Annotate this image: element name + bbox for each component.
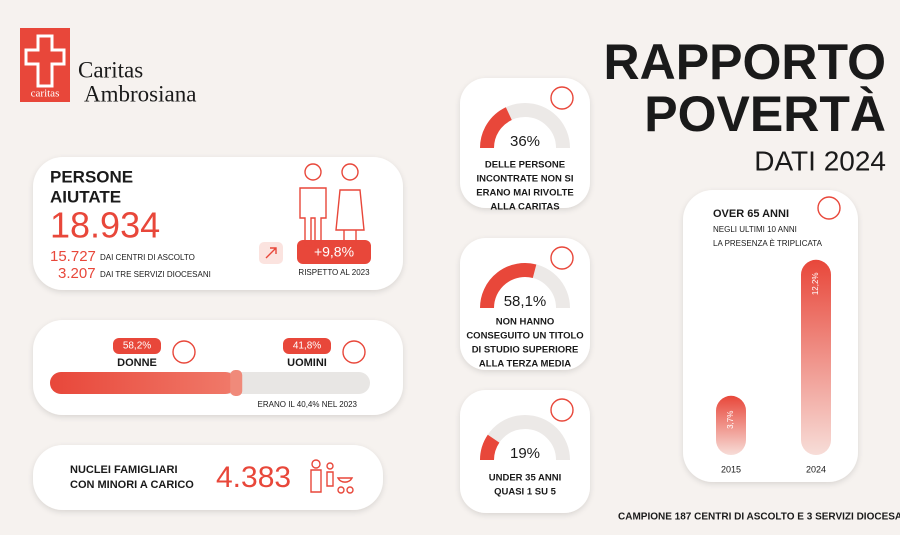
x-tick-label: 2015 <box>721 464 741 474</box>
gauge-fill <box>480 434 500 461</box>
woman-icon <box>172 340 196 364</box>
heading: AIUTATE <box>50 187 121 206</box>
card <box>460 238 590 370</box>
gauge-text: ALLA CARITAS <box>490 202 559 213</box>
footer: CAMPIONE 187 CENTRI DI ASCOLTO E 3 SERVI… <box>618 512 900 523</box>
people-icon <box>299 163 365 247</box>
bar-handle <box>230 370 243 396</box>
note: ERANO IL 40,4% NEL 2023 <box>258 400 358 409</box>
label: NUCLEI FAMIGLIARI <box>70 464 178 476</box>
gauge-fill <box>480 107 513 149</box>
logo-cross <box>24 34 66 88</box>
value-label: 3,7% <box>726 411 735 429</box>
women-bar <box>50 372 237 394</box>
badge-text: +9,8% <box>314 244 354 260</box>
label: CON MINORI A CARICO <box>70 479 194 491</box>
gauge-text: QUASI 1 SU 5 <box>494 487 556 498</box>
logo-name: Ambrosiana <box>84 81 196 106</box>
logo-label: caritas <box>31 88 60 100</box>
big-number: 18.934 <box>50 205 160 246</box>
text: NEGLI ULTIMI 10 ANNI <box>713 225 797 234</box>
face-icon <box>550 246 574 270</box>
heading: OVER 65 ANNI <box>713 208 789 220</box>
face-icon <box>817 196 841 220</box>
value-label: 12,2% <box>811 272 820 295</box>
gauge-text: CONSEGUITO UN TITOLO <box>466 331 583 342</box>
number: 15.727 <box>50 248 96 265</box>
label: UOMINI <box>287 357 327 369</box>
big-number: 4.383 <box>216 461 291 494</box>
label: DONNE <box>117 357 157 369</box>
face-icon <box>550 86 574 110</box>
text: LA PRESENZA È TRIPLICATA <box>713 239 823 248</box>
number: 3.207 <box>58 265 96 282</box>
logo-name: Caritas <box>78 57 143 82</box>
gauge-text: ERANO MAI RIVOLTE <box>476 188 573 199</box>
gauge-text: INCONTRATE NON SI <box>477 174 574 185</box>
family-icon <box>310 459 354 494</box>
x-tick-label: 2024 <box>806 464 826 474</box>
gauge-fill <box>480 263 537 309</box>
title: POVERTÀ <box>644 86 886 142</box>
heading: PERSONE <box>50 167 133 186</box>
title: RAPPORTO <box>604 34 886 90</box>
badge <box>283 338 331 354</box>
bar <box>716 395 746 455</box>
row-text: DAI TRE SERVIZI DIOCESANI <box>100 270 211 279</box>
card <box>460 78 590 208</box>
gauge-label: 58,1% <box>504 293 547 310</box>
gauge-text: ALLA TERZA MEDIA <box>479 359 571 370</box>
subtitle: DATI 2024 <box>754 145 886 176</box>
badge <box>113 338 161 354</box>
gauge-label: 36% <box>510 133 540 150</box>
gauge-text: NON HANNO <box>496 317 555 328</box>
badge-text: 41,8% <box>293 341 321 352</box>
man-icon <box>342 340 366 364</box>
arrow-icon <box>265 247 277 259</box>
badge-text: 58,2% <box>123 341 151 352</box>
note: RISPETTO AL 2023 <box>298 268 370 277</box>
row-text: DAI CENTRI DI ASCOLTO <box>100 253 195 262</box>
gauge-text: DELLE PERSONE <box>485 160 565 171</box>
card <box>33 445 383 510</box>
bar <box>801 259 831 455</box>
gauge-text: UNDER 35 ANNI <box>489 473 562 484</box>
gauge-label: 19% <box>510 445 540 462</box>
gauge-text: DI STUDIO SUPERIORE <box>472 345 579 356</box>
face-icon <box>550 398 574 422</box>
